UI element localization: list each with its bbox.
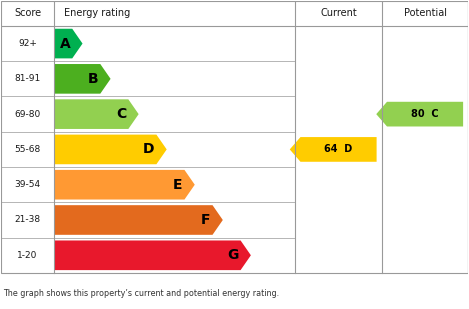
- Polygon shape: [290, 137, 377, 162]
- Bar: [0, 1, 469, 273]
- Text: 39-54: 39-54: [15, 180, 41, 189]
- Text: 64  D: 64 D: [324, 144, 352, 154]
- Text: 69-80: 69-80: [15, 110, 41, 119]
- Text: Score: Score: [14, 8, 41, 18]
- Text: 80  C: 80 C: [410, 109, 438, 119]
- Text: F: F: [201, 213, 211, 227]
- Polygon shape: [54, 64, 111, 94]
- Text: 55-68: 55-68: [15, 145, 41, 154]
- Polygon shape: [54, 205, 223, 235]
- Text: D: D: [143, 142, 155, 156]
- Text: 1-20: 1-20: [17, 251, 38, 260]
- Text: C: C: [116, 107, 127, 121]
- Polygon shape: [54, 240, 251, 270]
- Text: Potential: Potential: [403, 8, 446, 18]
- Text: E: E: [173, 178, 182, 192]
- Text: Energy rating: Energy rating: [64, 8, 130, 18]
- Text: B: B: [88, 72, 98, 86]
- Polygon shape: [376, 102, 463, 126]
- Polygon shape: [54, 29, 83, 58]
- Text: 21-38: 21-38: [15, 215, 41, 225]
- Text: 92+: 92+: [18, 39, 37, 48]
- Text: G: G: [227, 248, 239, 262]
- Polygon shape: [54, 135, 166, 164]
- Text: Current: Current: [320, 8, 357, 18]
- Text: The graph shows this property’s current and potential energy rating.: The graph shows this property’s current …: [3, 289, 279, 298]
- Text: A: A: [60, 36, 70, 51]
- Polygon shape: [54, 170, 195, 200]
- Polygon shape: [54, 99, 139, 129]
- Text: 81-91: 81-91: [15, 74, 41, 83]
